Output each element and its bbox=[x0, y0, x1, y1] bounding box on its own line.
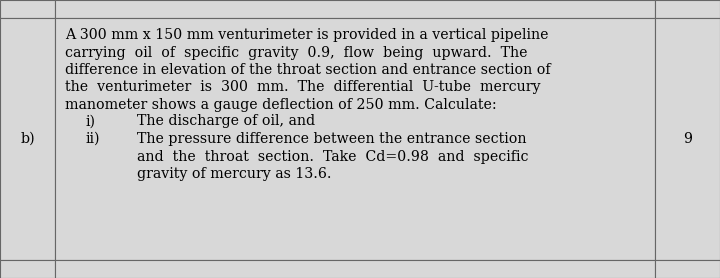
Bar bbox=[55, 18, 655, 260]
Text: 9: 9 bbox=[683, 132, 692, 146]
Text: The discharge of oil, and: The discharge of oil, and bbox=[137, 115, 315, 128]
Bar bbox=[655, 260, 720, 278]
Text: the  venturimeter  is  300  mm.  The  differential  U-tube  mercury: the venturimeter is 300 mm. The differen… bbox=[65, 81, 541, 95]
Bar bbox=[655, 0, 720, 18]
Text: The pressure difference between the entrance section: The pressure difference between the entr… bbox=[137, 132, 526, 146]
Bar bbox=[655, 18, 720, 260]
Text: A 300 mm x 150 mm venturimeter is provided in a vertical pipeline: A 300 mm x 150 mm venturimeter is provid… bbox=[65, 28, 549, 42]
Text: i): i) bbox=[85, 115, 95, 128]
Bar bbox=[55, 0, 655, 18]
Bar bbox=[0, 0, 55, 18]
Bar bbox=[0, 18, 55, 260]
Text: carrying  oil  of  specific  gravity  0.9,  flow  being  upward.  The: carrying oil of specific gravity 0.9, fl… bbox=[65, 46, 528, 59]
Text: gravity of mercury as 13.6.: gravity of mercury as 13.6. bbox=[137, 167, 331, 181]
Text: difference in elevation of the throat section and entrance section of: difference in elevation of the throat se… bbox=[65, 63, 551, 77]
Text: ii): ii) bbox=[85, 132, 99, 146]
Text: manometer shows a gauge deflection of 250 mm. Calculate:: manometer shows a gauge deflection of 25… bbox=[65, 98, 497, 112]
Bar bbox=[55, 260, 655, 278]
Text: b): b) bbox=[20, 132, 35, 146]
Text: and  the  throat  section.  Take  Cd=0.98  and  specific: and the throat section. Take Cd=0.98 and… bbox=[137, 150, 528, 163]
Bar bbox=[0, 260, 55, 278]
